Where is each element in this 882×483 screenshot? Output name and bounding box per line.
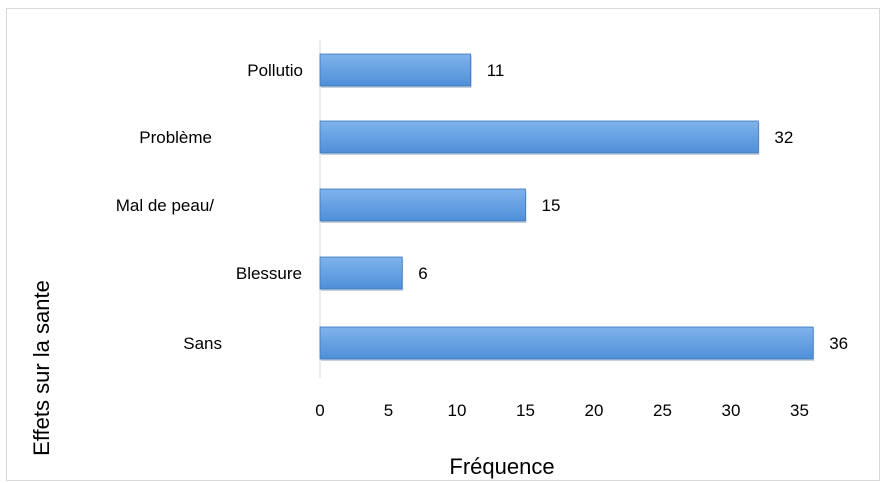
x-tick-label: 25 — [653, 401, 672, 420]
data-labels: 11 32 15 6 36 — [418, 61, 848, 353]
bar — [319, 53, 472, 87]
category-labels: Pollutio Problème Mal de peau/Blessure Sans — [116, 61, 303, 353]
x-axis-title: Fréquence — [449, 454, 554, 479]
data-label: 11 — [487, 61, 505, 80]
bar — [319, 188, 526, 222]
x-tick-label: 10 — [448, 401, 467, 420]
category-label: Problème — [139, 128, 212, 147]
data-label: 36 — [829, 334, 848, 353]
x-tick-label: 15 — [516, 401, 535, 420]
category-label: Blessure — [236, 264, 302, 283]
bars — [319, 53, 815, 361]
x-tick-label: 0 — [315, 401, 324, 420]
x-tick-labels: 0 5 10 15 20 25 30 35 — [315, 401, 809, 420]
x-tick-label: 30 — [722, 401, 741, 420]
bar — [319, 256, 403, 290]
bar — [319, 326, 814, 360]
data-label: 32 — [774, 128, 793, 147]
bar — [319, 120, 759, 154]
data-label: 15 — [542, 196, 561, 215]
x-tick-label: 35 — [790, 401, 809, 420]
category-label: Mal de peau/ — [116, 196, 215, 215]
x-tick-label: 20 — [585, 401, 604, 420]
data-label: 6 — [418, 264, 427, 283]
x-tick-label: 5 — [384, 401, 393, 420]
y-axis-title: Effets sur la sante — [29, 280, 54, 456]
category-label: Sans — [183, 334, 222, 353]
category-label: Pollutio — [247, 61, 303, 80]
